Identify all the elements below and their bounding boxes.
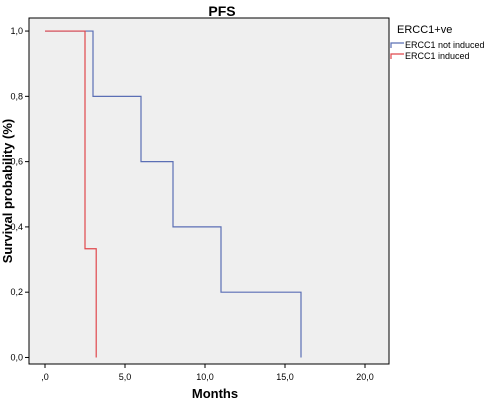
- x-axis: ,0 5,0 10,0 15,0 20,0: [41, 364, 374, 382]
- legend-swatch-1: [390, 42, 404, 48]
- y-axis-label: Survival probability (%): [0, 119, 15, 263]
- x-tick-label: ,0: [41, 372, 49, 382]
- series-layer: [45, 30, 302, 358]
- y-tick-label: 0,2: [10, 287, 23, 297]
- x-axis-label: Months: [192, 386, 238, 401]
- y-tick-label: 0,8: [10, 91, 23, 101]
- chart-title: PFS: [208, 3, 235, 19]
- x-tick-label: 20,0: [356, 372, 374, 382]
- plot-area: [28, 17, 390, 365]
- series-line-1: [45, 30, 302, 358]
- x-tick-label: 10,0: [196, 372, 214, 382]
- y-tick-label: 0,4: [10, 222, 23, 232]
- x-tick-label: 5,0: [119, 372, 132, 382]
- y-tick-label: 0,0: [10, 352, 23, 362]
- y-tick-label: 0,6: [10, 157, 23, 167]
- y-tick-label: 1,0: [10, 26, 23, 36]
- legend-swatch-2: [390, 53, 404, 59]
- legend-title: ERCC1+ve: [397, 24, 452, 36]
- x-tick-label: 15,0: [276, 372, 294, 382]
- series-line-2: [45, 30, 97, 358]
- legend-label-2: ERCC1 induced: [405, 51, 470, 61]
- y-axis: 0,0 0,2 0,4 0,6 0,8 1,0: [10, 26, 29, 362]
- legend-label-1: ERCC1 not induced: [405, 40, 485, 50]
